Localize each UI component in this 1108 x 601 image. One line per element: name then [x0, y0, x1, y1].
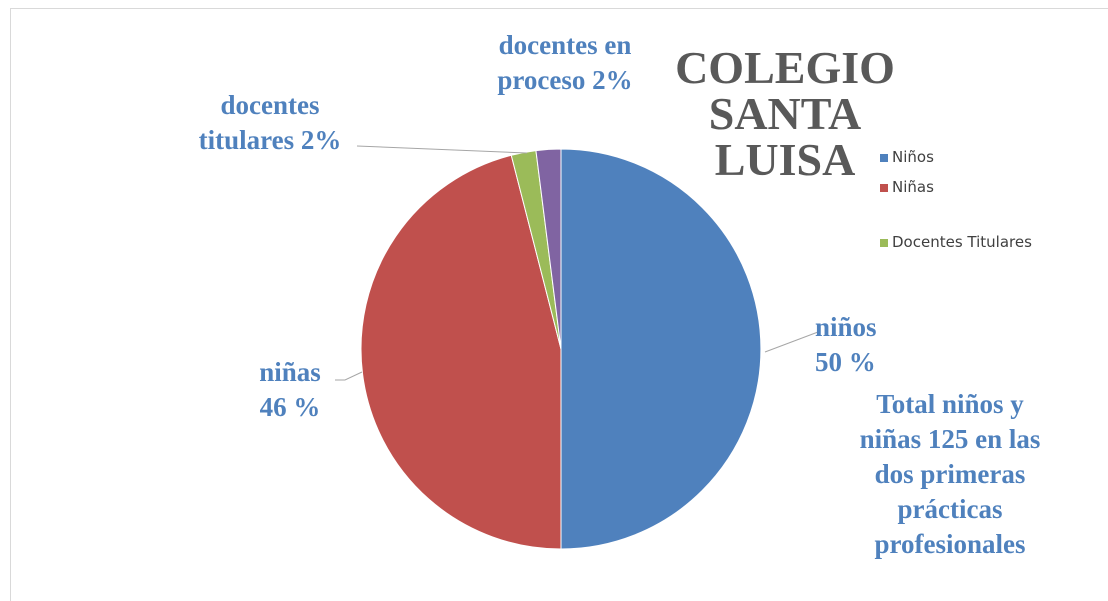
legend-item: Niñas [880, 178, 934, 196]
slice [560, 148, 762, 550]
legend-item: Niños [880, 148, 934, 166]
annotation: Total niños y niñas 125 en las dos prime… [859, 389, 1041, 559]
legend-item: Docentes Titulares [880, 233, 1032, 251]
data-label: docentes titulares 2% [198, 90, 342, 155]
leader-line [356, 145, 528, 154]
slice [535, 148, 562, 350]
legend-swatch [880, 239, 888, 247]
leader-line [335, 371, 363, 381]
data-label: docentes en proceso 2% [497, 30, 633, 95]
pie [360, 148, 762, 550]
legend-label: Niños [892, 148, 934, 166]
legend-label: Docentes Titulares [892, 233, 1032, 251]
legend-swatch [880, 184, 888, 192]
data-label: niñas 46 % [259, 357, 321, 422]
legend-label: Niñas [892, 178, 934, 196]
legend-swatch [880, 154, 888, 162]
data-label: niños 50 % [815, 312, 877, 377]
leader-line [764, 331, 819, 353]
chart-title: COLEGIO SANTA LUISA [675, 42, 895, 185]
slice [360, 154, 562, 550]
